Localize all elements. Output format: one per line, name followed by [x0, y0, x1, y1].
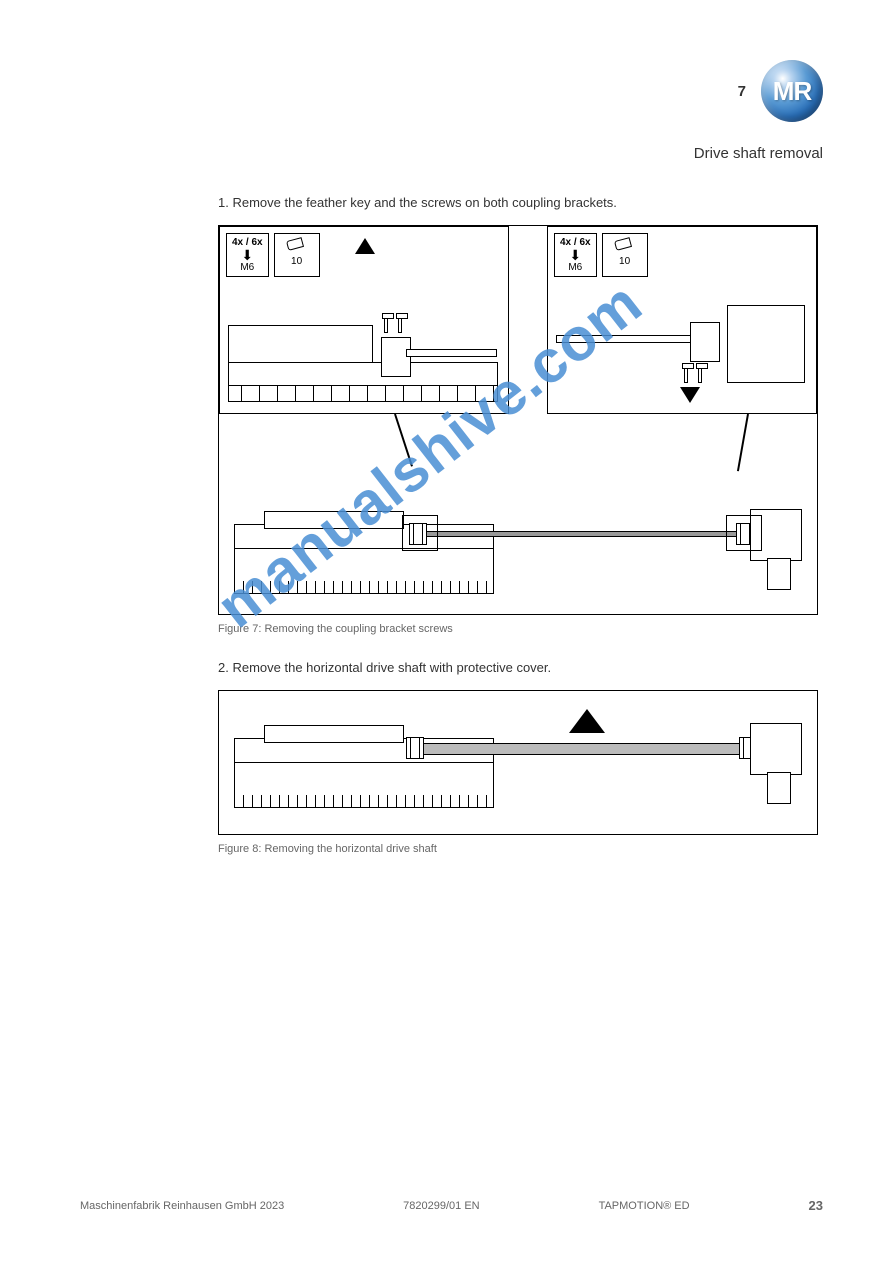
coupling-left	[406, 737, 424, 759]
figure-1: 4x / 6x ⬇ M6 10	[218, 225, 818, 615]
screw-type: M6	[232, 262, 263, 273]
wrench-icon	[287, 237, 307, 253]
screw-icon	[384, 315, 388, 333]
shaft-cover	[410, 743, 754, 755]
mech-base	[234, 758, 494, 808]
coupling-detail	[381, 337, 411, 377]
torque-badge-right: 10	[602, 233, 648, 277]
mech-base	[234, 544, 494, 594]
page-container: 7 MR Drive shaft removal 1. Remove the f…	[0, 0, 893, 1263]
step-2-number: 2.	[218, 660, 229, 675]
mech-block	[228, 325, 373, 363]
mech-track	[228, 362, 498, 402]
screw-icon: ⬇	[560, 248, 591, 262]
callout-left: 4x / 6x ⬇ M6 10	[219, 226, 509, 414]
screw-icon	[684, 365, 688, 383]
footer-product: TAPMOTION® ED	[599, 1200, 690, 1212]
step-1-text: Remove the feather key and the screws on…	[232, 195, 616, 210]
wrench-icon	[615, 237, 635, 253]
gearbox	[750, 723, 802, 775]
mech-upper	[264, 511, 404, 529]
coupling-detail	[690, 322, 720, 362]
qty-badge-left: 4x / 6x ⬇ M6	[226, 233, 269, 277]
screw-icon	[698, 365, 702, 383]
focus-right	[726, 515, 762, 551]
logo-text: MR	[773, 76, 811, 107]
torque-value: 10	[280, 256, 314, 267]
arrow-up-big-icon	[569, 709, 605, 733]
figure-1-caption: Figure 7: Removing the coupling bracket …	[218, 623, 818, 635]
focus-left	[402, 515, 438, 551]
arrow-down-icon	[680, 387, 700, 403]
shaft-detail	[406, 349, 497, 357]
screw-icon	[398, 315, 402, 333]
gearbox-detail	[727, 305, 805, 383]
footer-doc-id: 7820299/01 EN	[403, 1200, 479, 1212]
assembly-overview	[234, 499, 802, 599]
footer: Maschinenfabrik Reinhausen GmbH 2023 782…	[80, 1198, 823, 1213]
section-number: 7	[738, 83, 746, 100]
footer-company: Maschinenfabrik Reinhausen GmbH 2023	[80, 1200, 284, 1212]
callout-right: 4x / 6x ⬇ M6 10	[547, 226, 817, 414]
figure-2	[218, 690, 818, 835]
figure-2-caption: Figure 8: Removing the horizontal drive …	[218, 843, 818, 855]
torque-badge-left: 10	[274, 233, 320, 277]
content-area: 1. Remove the feather key and the screws…	[218, 195, 818, 880]
step-2-text: Remove the horizontal drive shaft with p…	[232, 660, 551, 675]
mech-upper	[264, 725, 404, 743]
detail-left	[226, 277, 502, 451]
torque-value: 10	[608, 256, 642, 267]
qty-badge-right: 4x / 6x ⬇ M6	[554, 233, 597, 277]
company-logo: MR	[761, 60, 823, 122]
detail-right	[554, 277, 810, 451]
header-right: 7 MR	[738, 60, 823, 122]
screw-icon: ⬇	[232, 248, 263, 262]
screw-type: M6	[560, 262, 591, 273]
footer-page: 23	[809, 1198, 823, 1213]
assembly-overview-2	[234, 733, 802, 813]
arrow-up-icon	[355, 238, 375, 254]
step-2: 2. Remove the horizontal drive shaft wit…	[218, 660, 818, 675]
step-1-number: 1.	[218, 195, 229, 210]
shaft	[414, 531, 752, 537]
chapter-title: Drive shaft removal	[694, 145, 823, 162]
step-1: 1. Remove the feather key and the screws…	[218, 195, 818, 210]
